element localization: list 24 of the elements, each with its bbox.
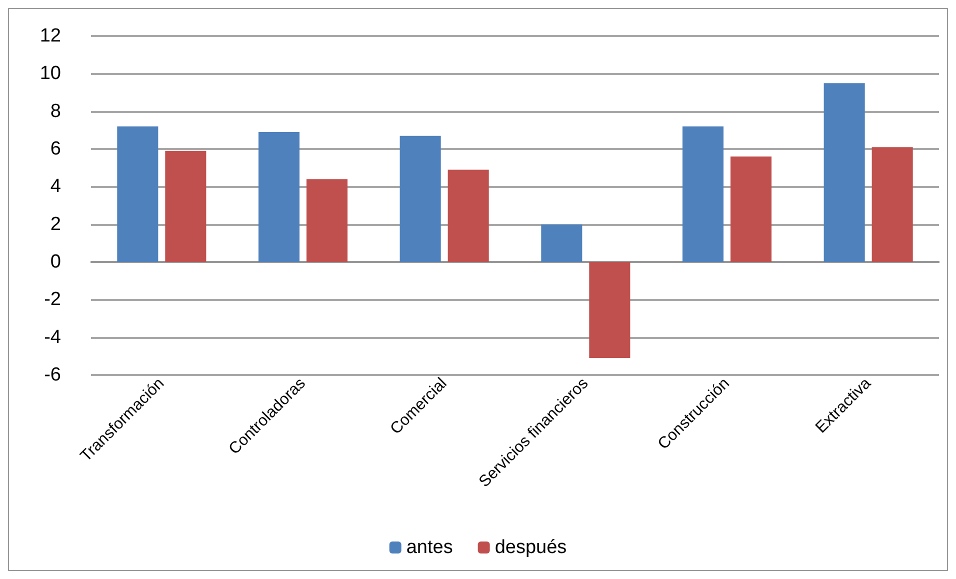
bar <box>541 224 582 262</box>
bar <box>400 136 441 262</box>
y-tick-label: 4 <box>50 176 62 198</box>
y-tick-label: 10 <box>40 63 61 84</box>
y-tick-label: 8 <box>50 100 61 122</box>
y-tick-label: -6 <box>44 364 61 386</box>
y-tick-label: 6 <box>50 138 61 160</box>
y-tick-label: 0 <box>50 252 61 272</box>
y-tick-label: -2 <box>44 289 61 310</box>
bar <box>448 170 489 262</box>
y-tick-label: 2 <box>50 214 61 235</box>
legend-label: antes <box>406 537 453 558</box>
bar <box>258 132 300 262</box>
bar <box>824 83 865 262</box>
bar <box>682 126 724 262</box>
bar <box>306 179 348 262</box>
bar <box>872 147 913 262</box>
bar <box>117 126 158 262</box>
bar <box>165 150 206 262</box>
bar <box>589 262 630 358</box>
bar <box>730 156 772 262</box>
y-tick-label: 12 <box>40 26 61 46</box>
legend-label: después <box>494 537 567 558</box>
y-tick-label: -4 <box>44 326 62 348</box>
